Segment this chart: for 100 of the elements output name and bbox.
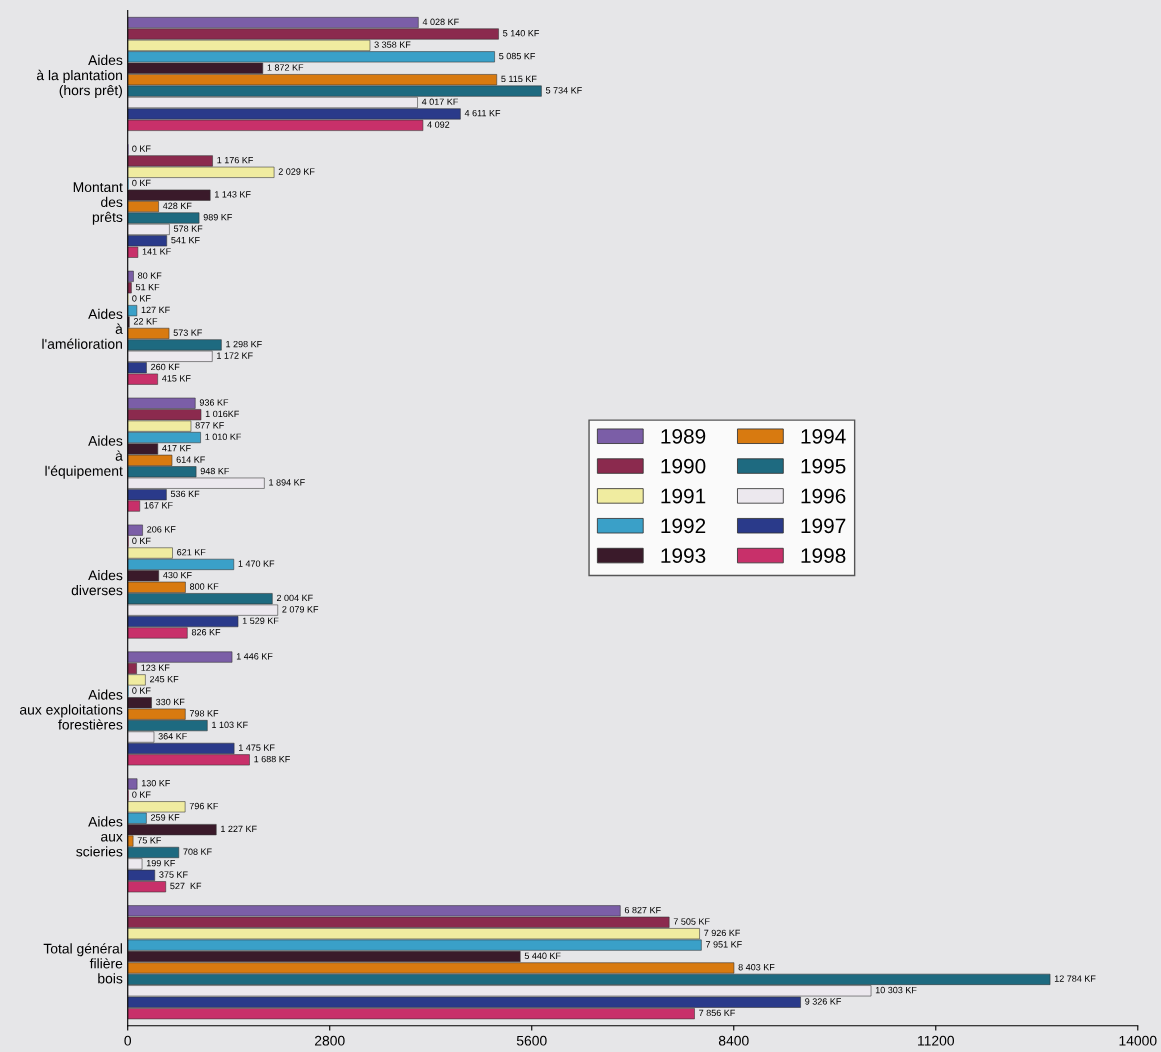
x-tick-label: 2800: [314, 1035, 345, 1046]
data-label: 573 KF: [173, 329, 202, 336]
data-label: 877 KF: [195, 422, 224, 429]
y-tick-label: Montant des prêts: [73, 182, 123, 225]
y-tick-label: Aides à l'amélioration: [42, 308, 123, 349]
data-label: 0 KF: [132, 295, 151, 302]
data-label: 800 KF: [189, 583, 219, 590]
data-label: 123 KF: [141, 664, 170, 671]
data-label: 1 894 KF: [269, 479, 305, 486]
data-label: 260 KF: [151, 363, 180, 371]
data-label: 75 KF: [137, 837, 162, 844]
data-label: 51 KF: [135, 283, 160, 291]
legend-label: 1997: [801, 518, 846, 534]
legend-label: 1994: [801, 428, 846, 444]
data-label: 1 298 KF: [226, 340, 262, 348]
legend-label: 1990: [661, 458, 706, 474]
data-label: 199 KF: [146, 859, 175, 867]
y-tick-label: Aides aux scieries: [76, 816, 123, 857]
data-label: 130 KF: [141, 779, 170, 787]
data-label: 7 951 KF: [705, 941, 742, 948]
data-label: 1 529 KF: [242, 617, 279, 624]
data-label: 127 KF: [141, 306, 170, 313]
data-label: 1 176 KF: [217, 156, 253, 164]
data-label: 5 440 KF: [524, 952, 561, 959]
data-label: 4 028 KF: [422, 18, 459, 25]
data-label: 3 358 KF: [374, 41, 411, 48]
data-label: 5 085 KF: [499, 52, 536, 60]
data-label: 2 079 KF: [282, 606, 319, 613]
x-tick-label: 14000: [1119, 1035, 1157, 1046]
y-tick-label: Aides diverses: [71, 570, 123, 596]
data-label: 826 KF: [191, 628, 221, 636]
data-label: 2 029 KF: [278, 168, 315, 175]
data-label: 375 KF: [159, 871, 188, 878]
data-label: 0 KF: [132, 537, 151, 545]
data-label: 6 827 KF: [624, 906, 661, 914]
data-label: 1 016KF: [205, 410, 239, 418]
data-label: 245 KF: [150, 675, 179, 683]
x-tick-label: 5600: [516, 1035, 547, 1046]
data-label: 0 KF: [132, 179, 151, 187]
data-label: 1 172 KF: [217, 352, 253, 359]
data-label: 259 KF: [151, 814, 180, 821]
legend-label: 1998: [801, 548, 846, 564]
x-tick-label: 0: [124, 1035, 132, 1046]
data-label: 428 KF: [162, 202, 192, 209]
data-label: 989 KF: [203, 214, 232, 221]
data-label: 4 092: [427, 121, 450, 128]
data-label: 796 KF: [189, 802, 219, 810]
data-label: 1 143 KF: [215, 191, 251, 198]
data-label: 10 303 KF: [875, 986, 917, 994]
y-tick-label: Total général filière bois: [43, 943, 123, 984]
data-label: 1 010 KF: [205, 433, 242, 440]
data-label: 798 KF: [189, 710, 219, 717]
data-label: 1 872 KF: [267, 64, 304, 71]
data-label: 5 734 KF: [545, 87, 582, 94]
data-label: 1 446 KF: [236, 653, 273, 660]
data-label: 22 KF: [133, 318, 158, 325]
data-label: 0 KF: [132, 687, 151, 694]
data-label: 330 KF: [156, 698, 185, 706]
data-label: 527 KF: [170, 882, 202, 890]
data-label: 7 505 KF: [673, 918, 710, 925]
data-label: 621 KF: [177, 549, 206, 556]
data-label: 0 KF: [132, 791, 151, 798]
data-label: 12 784 KF: [1054, 975, 1096, 982]
data-label: 2 004 KF: [276, 594, 313, 602]
data-label: 541 KF: [171, 236, 200, 244]
data-label: 417 KF: [162, 445, 191, 452]
data-label: 1 470 KF: [238, 560, 275, 567]
data-label: 5 115 KF: [501, 75, 537, 83]
data-label: 7 926 KF: [704, 929, 740, 937]
x-tick-label: 11200: [918, 1035, 955, 1046]
data-label: 80 KF: [138, 272, 162, 279]
x-tick-label: 8400: [718, 1035, 749, 1046]
data-label: 141 KF: [142, 248, 171, 255]
data-label: 167 KF: [144, 502, 173, 509]
data-label: 4 017 KF: [421, 98, 458, 105]
data-label: 614 KF: [176, 456, 205, 463]
data-label: 8 403 KF: [738, 963, 775, 971]
legend-label: 1991: [661, 488, 706, 504]
data-label: 364 KF: [158, 733, 187, 740]
legend-label: 1992: [661, 518, 706, 534]
data-label: 0 KF: [132, 145, 151, 152]
data-label: 7 856 KF: [699, 1009, 735, 1017]
data-label: 578 KF: [173, 225, 203, 232]
data-label: 1 227 KF: [221, 825, 257, 832]
y-tick-label: Aides aux exploitations forestières: [19, 689, 123, 730]
data-label: 936 KF: [199, 399, 229, 406]
data-label: 4 611 KF: [464, 109, 501, 117]
data-label: 415 KF: [162, 375, 191, 382]
data-label: 1 688 KF: [254, 755, 290, 763]
data-label: 948 KF: [200, 467, 230, 475]
data-label: 536 KF: [170, 490, 200, 498]
data-label: 430 KF: [163, 571, 192, 579]
data-label: 708 KF: [183, 848, 212, 855]
legend-label: 1996: [801, 488, 846, 504]
data-label: 1 475 KF: [238, 744, 275, 751]
y-tick-label: Aides à l'équipement: [45, 435, 123, 479]
data-label: 5 140 KF: [503, 30, 539, 37]
legend-label: 1993: [661, 548, 706, 564]
legend-label: 1989: [661, 428, 706, 444]
data-label: 1 103 KF: [212, 721, 248, 729]
